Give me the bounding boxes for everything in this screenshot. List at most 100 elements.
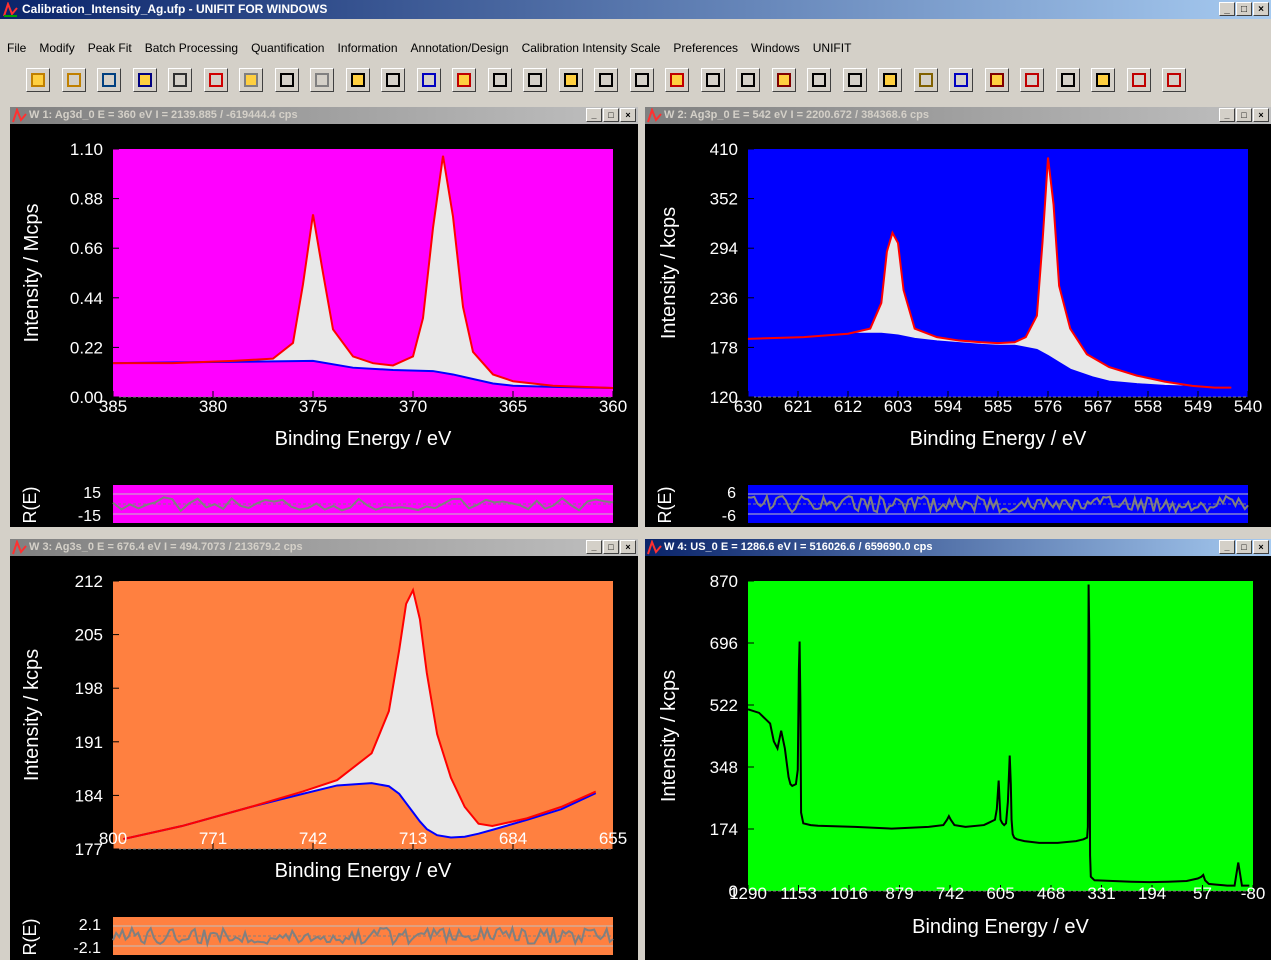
scale-button[interactable]	[1020, 68, 1044, 92]
x-tick-label: 771	[199, 829, 227, 848]
y-tick-label: 696	[710, 634, 738, 653]
menu-information[interactable]: Information	[337, 41, 398, 55]
save-all-icon	[102, 73, 116, 87]
atom-button[interactable]	[416, 68, 441, 92]
window-ag3d-titlebar[interactable]: W 1: Ag3d_0 E = 360 eV I = 2139.885 / -6…	[10, 107, 638, 124]
window-maximize-button[interactable]: □	[1236, 540, 1252, 554]
fit-envelope-line	[113, 155, 614, 389]
fit-batch-icon	[528, 73, 542, 87]
window-minimize-button[interactable]: _	[586, 108, 602, 122]
close-windows-button[interactable]	[1126, 68, 1151, 92]
window-close-button[interactable]: ×	[1253, 540, 1269, 554]
image-button[interactable]	[913, 68, 938, 92]
grid-icon	[1060, 73, 1075, 87]
info-button[interactable]	[736, 68, 760, 92]
window-minimize-button[interactable]: _	[1219, 540, 1235, 554]
windows-icon	[1096, 73, 1110, 87]
menu-quantification[interactable]: Quantification	[251, 41, 325, 55]
plot-area	[748, 581, 1253, 891]
window-us-titlebar[interactable]: W 4: US_0 E = 1286.6 eV I = 516026.6 / 6…	[645, 539, 1271, 556]
window-us[interactable]: W 4: US_0 E = 1286.6 eV I = 516026.6 / 6…	[645, 539, 1271, 960]
calibration-button[interactable]	[381, 68, 405, 92]
window-ag3p[interactable]: W 2: Ag3p_0 E = 542 eV I = 2200.672 / 38…	[645, 107, 1271, 527]
peak-wizard-2-icon	[634, 73, 649, 87]
annotate-button[interactable]	[984, 68, 1009, 92]
fit-button[interactable]	[487, 68, 512, 92]
open-project-button[interactable]	[61, 68, 86, 92]
fit-region-button[interactable]	[558, 68, 583, 92]
y-tick-label: 0.88	[70, 190, 103, 209]
x-tick-label: 879	[885, 884, 913, 903]
background-button[interactable]	[274, 68, 299, 92]
window-ag3s-titlebar[interactable]: W 3: Ag3s_0 E = 676.4 eV I = 494.7073 / …	[10, 539, 638, 556]
peak-wizard-icon	[599, 73, 613, 87]
ip2-button[interactable]	[878, 68, 902, 92]
y-tick-label: 0.00	[70, 388, 103, 407]
grid-button[interactable]	[1055, 68, 1080, 92]
menu-unifit[interactable]: UNIFIT	[812, 41, 852, 55]
open-folder-icon	[31, 73, 45, 87]
ii-icon	[847, 73, 862, 87]
ii-button[interactable]	[842, 68, 867, 92]
menu-calibration-intensity-scale[interactable]: Calibration Intensity Scale	[521, 41, 661, 55]
y-tick-label: 0	[729, 882, 738, 901]
x-tick-label: 594	[934, 397, 962, 416]
menu-windows[interactable]: Windows	[751, 41, 800, 55]
open-folder-button[interactable]	[26, 68, 50, 92]
menu-annotation-design[interactable]: Annotation/Design	[410, 41, 509, 55]
spectrum-button[interactable]	[168, 68, 192, 92]
x-tick-label: 1016	[830, 884, 868, 903]
x-tick-label: 1290	[729, 884, 767, 903]
tool-button[interactable]	[700, 68, 725, 92]
grey-box-button[interactable]	[239, 68, 263, 92]
grey-box-icon	[244, 73, 258, 87]
window-close-button[interactable]: ×	[1253, 108, 1269, 122]
window-minimize-button[interactable]: _	[1219, 108, 1235, 122]
peak-button[interactable]	[310, 68, 334, 92]
menu-peak-fit[interactable]: Peak Fit	[87, 41, 132, 55]
y-tick-label: 0.22	[70, 338, 103, 357]
spectrum-icon	[173, 73, 187, 87]
x-tick-label: 385	[99, 397, 127, 416]
close-button[interactable]: ×	[1253, 2, 1269, 16]
peak-wizard-2-button[interactable]	[629, 68, 654, 92]
menu-modify[interactable]: Modify	[39, 41, 75, 55]
window-close-button[interactable]: ×	[620, 540, 636, 554]
background-line	[112, 359, 614, 389]
design-button[interactable]	[949, 68, 973, 92]
te-button[interactable]	[807, 68, 831, 92]
window-close-button[interactable]: ×	[620, 108, 636, 122]
window-maximize-button[interactable]: □	[1236, 108, 1252, 122]
save-all-button[interactable]	[97, 68, 121, 92]
menu-file[interactable]: File	[7, 41, 27, 55]
maximize-button[interactable]: □	[1236, 2, 1252, 16]
menu-preferences[interactable]: Preferences	[673, 41, 739, 55]
fit-batch-button[interactable]	[523, 68, 547, 92]
ip-button[interactable]	[771, 68, 796, 92]
x-tick-label: 375	[299, 397, 327, 416]
table-button[interactable]	[345, 68, 370, 92]
window-ag3s[interactable]: W 3: Ag3s_0 E = 676.4 eV I = 494.7073 / …	[10, 539, 638, 960]
annotate-icon	[989, 73, 1004, 87]
minimize-button[interactable]: _	[1219, 2, 1235, 16]
window-ag3d[interactable]: W 1: Ag3d_0 E = 360 eV I = 2139.885 / -6…	[10, 107, 638, 527]
windows-button[interactable]	[1091, 68, 1115, 92]
batch-button[interactable]	[452, 68, 476, 92]
delete-spectrum-button[interactable]	[203, 68, 228, 92]
y-tick-label: 0.44	[70, 289, 103, 308]
window-ag3p-titlebar[interactable]: W 2: Ag3p_0 E = 542 eV I = 2200.672 / 38…	[645, 107, 1271, 124]
compare-button[interactable]	[665, 68, 689, 92]
menu-batch-processing[interactable]: Batch Processing	[144, 41, 239, 55]
ms-button[interactable]	[1162, 68, 1186, 92]
x-tick-label: 370	[399, 397, 427, 416]
peak-wizard-button[interactable]	[594, 68, 618, 92]
window-maximize-button[interactable]: □	[603, 540, 619, 554]
window-minimize-button[interactable]: _	[586, 540, 602, 554]
window-maximize-button[interactable]: □	[603, 108, 619, 122]
save-button[interactable]	[132, 68, 157, 92]
x-tick-label: 558	[1134, 397, 1162, 416]
